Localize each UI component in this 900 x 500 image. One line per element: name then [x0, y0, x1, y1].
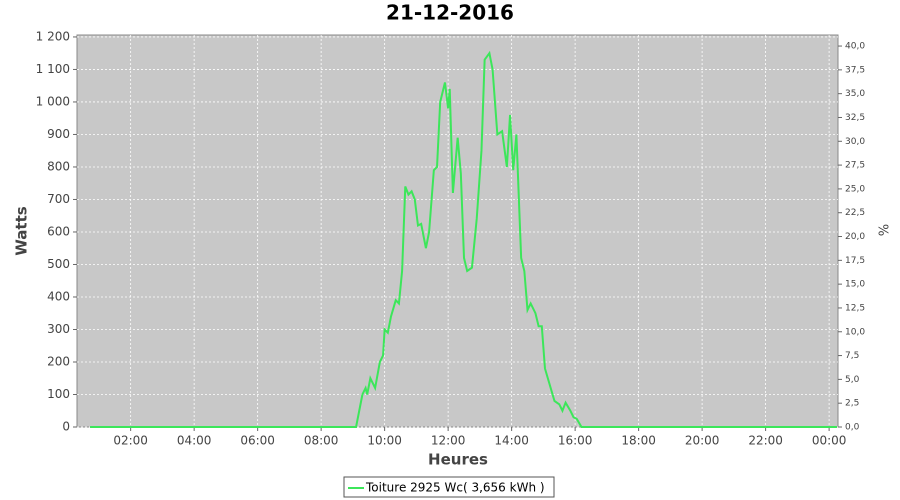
y-tick-label: 300 — [47, 322, 70, 336]
y2-tick-label: 7,5 — [845, 351, 859, 361]
legend-label: Toiture 2925 Wc( 3,656 kWh ) — [365, 481, 545, 495]
y-tick-label: 500 — [47, 257, 70, 271]
y2-tick-label: 37,5 — [845, 65, 865, 75]
y-tick-label: 1 100 — [36, 62, 70, 76]
y-axis-label: Watts — [13, 206, 31, 255]
plot-area — [76, 34, 839, 428]
y-tick-label: 0 — [62, 420, 70, 434]
x-tick-label: 02:00 — [113, 434, 148, 448]
x-tick-label: 04:00 — [177, 434, 212, 448]
y-tick-label: 1 200 — [36, 29, 70, 43]
y-tick-label: 200 — [47, 354, 70, 368]
y2-tick-label: 0,0 — [845, 423, 860, 433]
legend — [343, 476, 555, 498]
y2-tick-label: 5,0 — [845, 375, 860, 385]
y2-axis-label: % — [875, 224, 890, 236]
y2-tick-label: 25,0 — [845, 184, 865, 194]
y2-tick-label: 2,5 — [845, 399, 859, 409]
x-tick-label: 06:00 — [240, 434, 275, 448]
x-tick-label: 22:00 — [748, 434, 783, 448]
chart-title: 21-12-2016 — [386, 1, 514, 25]
x-tick-label: 00:00 — [812, 434, 847, 448]
y2-tick-label: 40,0 — [845, 42, 865, 52]
y-tick-label: 400 — [47, 289, 70, 303]
x-tick-label: 18:00 — [621, 434, 656, 448]
y2-tick-label: 20,0 — [845, 232, 865, 242]
x-tick-label: 14:00 — [494, 434, 529, 448]
x-tick-label: 08:00 — [304, 434, 339, 448]
y2-tick-label: 32,5 — [845, 113, 865, 123]
y-tick-label: 900 — [47, 127, 70, 141]
y2-tick-label: 35,0 — [845, 89, 865, 99]
y-tick-label: 600 — [47, 224, 70, 238]
y-tick-label: 100 — [47, 387, 70, 401]
y-tick-label: 700 — [47, 192, 70, 206]
y-tick-label: 800 — [47, 159, 70, 173]
y2-tick-label: 27,5 — [845, 161, 865, 171]
x-axis-label: Heures — [428, 451, 488, 469]
y2-tick-label: 22,5 — [845, 208, 865, 218]
x-tick-label: 10:00 — [367, 434, 402, 448]
x-tick-label: 16:00 — [558, 434, 593, 448]
y-tick-label: 1 000 — [36, 94, 70, 108]
y2-tick-label: 15,0 — [845, 280, 865, 290]
y2-tick-label: 12,5 — [845, 303, 865, 313]
y2-tick-label: 10,0 — [845, 327, 865, 337]
line — [90, 50, 838, 428]
x-tick-label: 20:00 — [685, 434, 720, 448]
y2-tick-label: 17,5 — [845, 256, 865, 266]
y2-tick-label: 30,0 — [845, 137, 865, 147]
x-tick-label: 12:00 — [431, 434, 466, 448]
